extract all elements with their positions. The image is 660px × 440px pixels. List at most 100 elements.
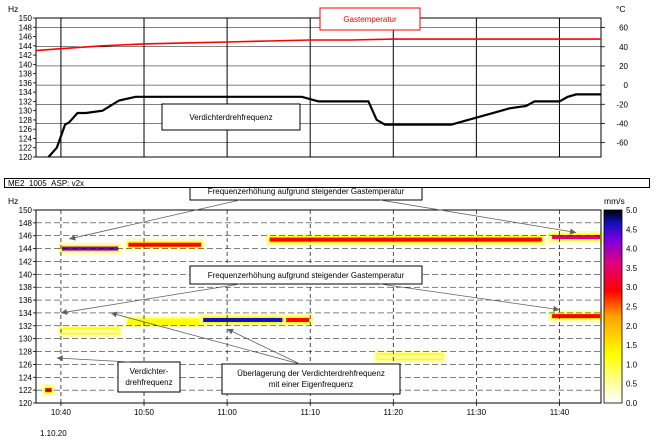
bottom-y-tick-label-14: 148 — [19, 219, 33, 228]
top-y-tick-label-3: 126 — [19, 125, 33, 134]
bottom-x-tick-label-0: 10:40 — [51, 408, 72, 417]
top-y2-tick-label-0: 60 — [619, 24, 628, 33]
top-plot-frame — [35, 17, 602, 158]
band-8 — [552, 314, 600, 319]
top-y-tick-label-7: 134 — [19, 88, 33, 97]
top-y2-tick-label-6: -60 — [616, 139, 628, 148]
bottom-y-tick-label-7: 134 — [19, 309, 33, 318]
bottom-x-tick-label-3: 11:10 — [300, 408, 320, 417]
top-y-tick-label-5: 130 — [19, 107, 33, 116]
top-y-tick-label-2: 124 — [19, 134, 33, 143]
arrow-head-5 — [56, 355, 63, 362]
bottom-x-tick-label-4: 11:20 — [384, 408, 404, 417]
top-y2-tick-label-3: 0 — [624, 81, 629, 90]
bottom-y-tick-label-12: 144 — [19, 245, 33, 254]
colorbar-tick-label-10: 5.0 — [626, 206, 638, 215]
bottom-y-unit: Hz — [8, 196, 18, 206]
band-9 — [377, 354, 443, 359]
bottom-y-tick-label-2: 124 — [19, 373, 33, 382]
top-y2-ticks: 60 40 20 0 -20 -40 -60 — [601, 24, 629, 148]
top-y-tick-label-9: 138 — [19, 70, 33, 79]
arrow-line-6 — [110, 312, 301, 365]
series-line-gastemperatur — [35, 38, 601, 52]
arrow-line-5 — [56, 357, 131, 363]
top-y2-tick-label-2: 20 — [619, 62, 628, 71]
bottom-y-tick-label-9: 138 — [19, 283, 33, 292]
band-5 — [128, 319, 202, 324]
bottom-y-ticks: 120 122 124 126 128 130 132 134 136 138 140 142 144 1… — [19, 206, 36, 408]
bottom-x-tick-label-1: 10:50 — [134, 408, 155, 417]
arrow-line-7 — [226, 328, 301, 365]
legend-verdichterdrehfrequenz: Verdichterdrehfrequenz — [189, 113, 272, 122]
top-grid — [36, 18, 601, 157]
arrow-head-2 — [569, 228, 577, 235]
arrow-head-4 — [553, 305, 560, 312]
bottom-y-tick-label-10: 140 — [19, 270, 33, 279]
annotation-box-3 — [117, 361, 181, 393]
top-y-tick-label-14: 148 — [19, 23, 33, 32]
band-6 — [203, 318, 285, 323]
arrow-head-3 — [60, 309, 68, 315]
legend-box-verdichter — [161, 103, 301, 131]
annotation-box-4 — [221, 363, 401, 395]
colorbar-tick-label-7: 3.5 — [626, 264, 638, 273]
top-y-tick-label-6: 132 — [19, 97, 33, 106]
bottom-plot-frame — [35, 209, 602, 404]
annotation-3: Verdichter-drehfrequenz — [125, 367, 172, 387]
band-4 — [61, 328, 119, 333]
bottom-y-tick-label-11: 142 — [19, 257, 33, 266]
top-y-ticks: 1201221241261281301321341361381401421441… — [19, 14, 36, 162]
top-y-tick-label-11: 142 — [19, 51, 33, 60]
colorbar-tick-label-1: 0.5 — [626, 380, 638, 389]
top-y-tick-label-10: 140 — [19, 60, 33, 69]
colorbar — [603, 209, 623, 404]
arrow-head-6 — [110, 311, 118, 318]
colorbar-tick-label-8: 4.0 — [626, 245, 638, 254]
bottom-panel: 120 122 124 126 128 130 132 134 136 138 140 142 144 1… — [8, 181, 638, 438]
top-y2-tick-label-5: -40 — [616, 119, 628, 128]
top-y-tick-label-13: 146 — [19, 33, 33, 42]
annotation-arrows — [56, 199, 577, 365]
top-series — [35, 38, 601, 158]
arrow-head-7 — [227, 328, 234, 335]
colorbar-tick-label-5: 2.5 — [626, 303, 638, 312]
bottom-y-tick-label-0: 120 — [19, 399, 33, 408]
arrow-line-4 — [379, 283, 560, 311]
band-2 — [269, 237, 542, 242]
bottom-y-tick-label-1: 122 — [19, 386, 33, 395]
colorbar-tick-label-2: 1.0 — [626, 360, 638, 369]
top-y-tick-label-15: 150 — [19, 14, 33, 23]
annotation-4: Überlagerung der Verdichterdrehfrequenz m… — [237, 369, 385, 389]
annotation-1: Frequenzerhöhung aufgrund steigender Gas… — [208, 187, 405, 196]
bottom-x-tick-label-6: 11:40 — [550, 408, 570, 417]
top-y2-tick-label-4: -20 — [616, 100, 628, 109]
top-y2-unit: °C — [616, 4, 626, 14]
arrow-line-3 — [60, 283, 241, 314]
bottom-x-tick-label-5: 11:30 — [467, 408, 487, 417]
top-y-tick-label-4: 128 — [19, 116, 33, 125]
legend-gastemperatur: Gastemperatur — [343, 15, 397, 24]
colorbar-unit: mm/s — [604, 196, 625, 206]
bottom-y-tick-label-13: 146 — [19, 232, 33, 241]
colorbar-tick-label-3: 1.5 — [626, 341, 638, 350]
arrow-head-1 — [69, 234, 76, 241]
bottom-y-tick-label-5: 130 — [19, 335, 33, 344]
colorbar-ticks: 0.0 0.5 1.0 1.5 2.0 2.5 3.0 3.5 4.0 4.5 5.0 — [626, 206, 638, 408]
top-y-tick-label-0: 120 — [19, 153, 33, 162]
top-y2-tick-label-1: 40 — [619, 43, 628, 52]
bottom-y-tick-label-8: 136 — [19, 296, 33, 305]
bottom-y-tick-label-6: 132 — [19, 322, 33, 331]
annotation-2: Frequenzerhöhung aufgrund steigender Gas… — [208, 271, 405, 280]
top-y-tick-label-1: 122 — [19, 144, 33, 153]
top-y-tick-label-12: 144 — [19, 42, 33, 51]
colorbar-tick-label-4: 2.0 — [626, 322, 638, 331]
bottom-y-tick-label-4: 128 — [19, 348, 33, 357]
top-y-unit: Hz — [8, 4, 18, 14]
bottom-x-ticks: 10:40 10:50 11:00 11:10 11:20 11:30 11:40 — [51, 403, 570, 417]
bottom-x-tick-label-2: 11:00 — [217, 408, 237, 417]
annotation-box-2 — [189, 265, 423, 285]
legend-box-gastemperatur — [319, 7, 421, 31]
colorbar-tick-label-6: 3.0 — [626, 283, 638, 292]
band-7 — [286, 318, 310, 323]
